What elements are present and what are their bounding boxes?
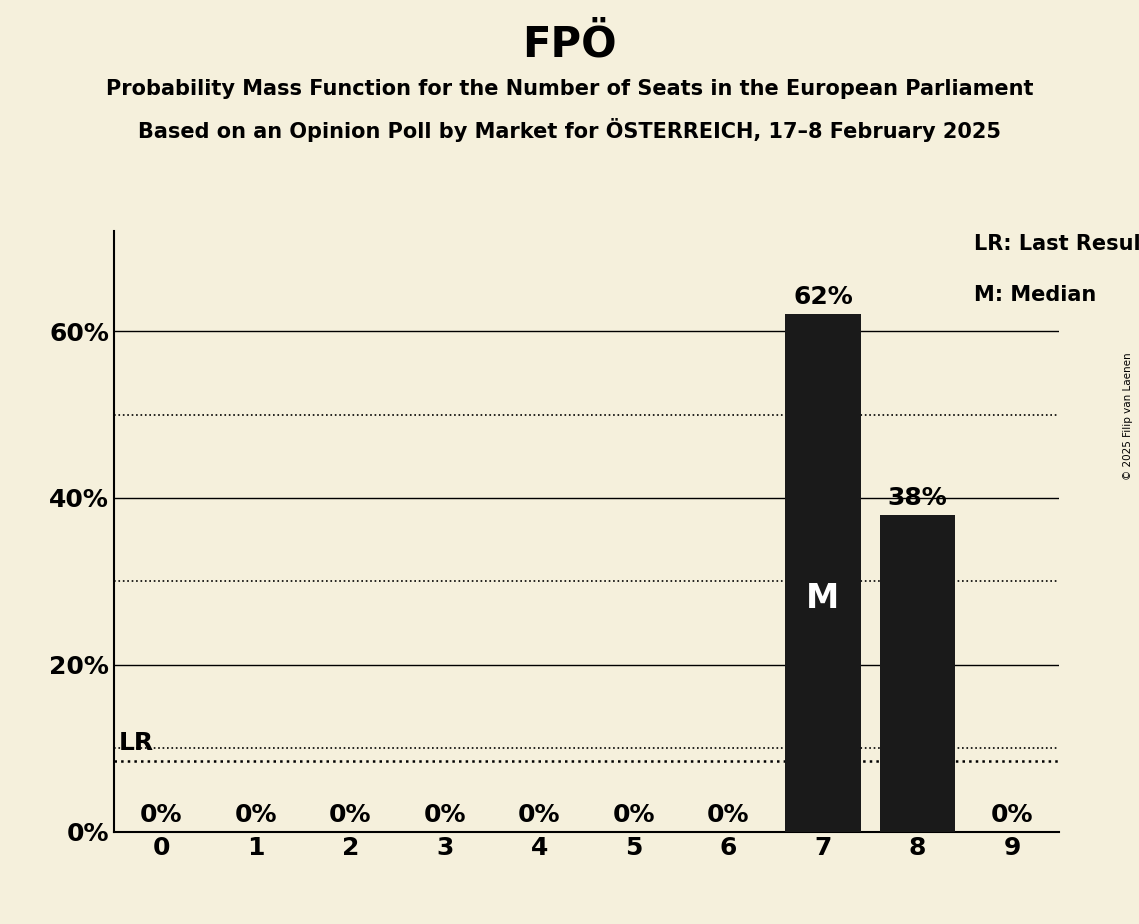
Text: 0%: 0% xyxy=(518,803,560,827)
Text: Based on an Opinion Poll by Market for ÖSTERREICH, 17–8 February 2025: Based on an Opinion Poll by Market for Ö… xyxy=(138,118,1001,142)
Bar xyxy=(785,314,861,832)
Text: 62%: 62% xyxy=(793,286,853,310)
Text: M: M xyxy=(806,582,839,615)
Text: Probability Mass Function for the Number of Seats in the European Parliament: Probability Mass Function for the Number… xyxy=(106,79,1033,99)
Text: 0%: 0% xyxy=(613,803,655,827)
Text: 0%: 0% xyxy=(707,803,749,827)
Text: 38%: 38% xyxy=(887,486,948,510)
Text: 0%: 0% xyxy=(424,803,466,827)
Text: LR: LR xyxy=(118,731,154,755)
Text: 0%: 0% xyxy=(991,803,1033,827)
Text: 0%: 0% xyxy=(329,803,371,827)
Text: © 2025 Filip van Laenen: © 2025 Filip van Laenen xyxy=(1123,352,1133,480)
Text: LR: Last Result: LR: Last Result xyxy=(974,234,1139,254)
Text: FPÖ: FPÖ xyxy=(522,23,617,65)
Bar xyxy=(879,515,956,832)
Text: 0%: 0% xyxy=(140,803,182,827)
Text: M: Median: M: Median xyxy=(974,286,1097,305)
Text: 0%: 0% xyxy=(235,803,277,827)
